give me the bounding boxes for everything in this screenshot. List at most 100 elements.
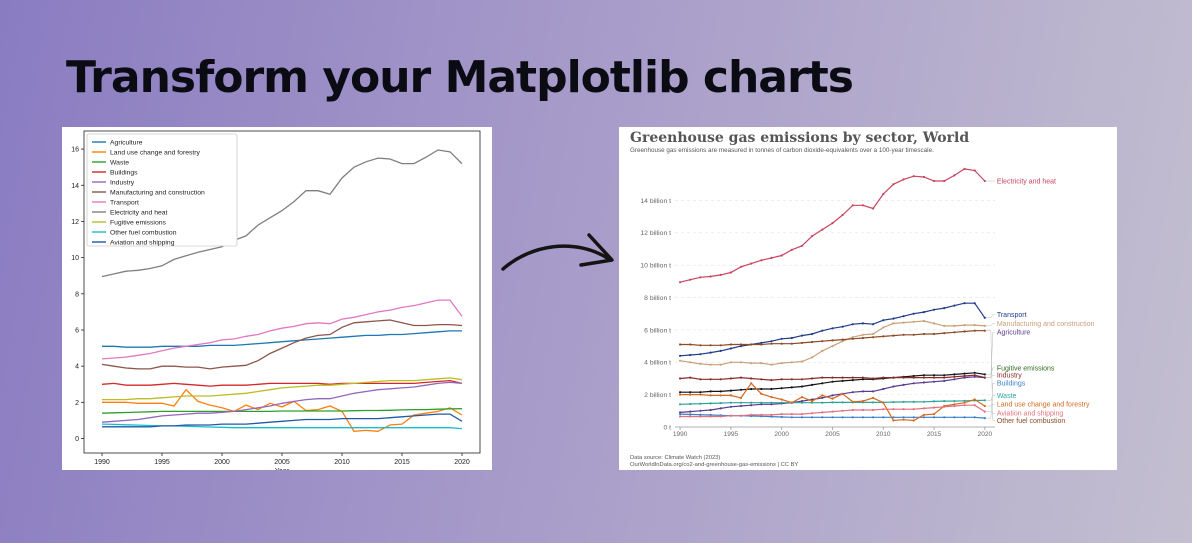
owid-point [790,248,793,251]
owid-point [963,374,966,378]
owid-point [760,387,763,391]
owid-point [882,376,885,379]
owid-point [943,379,946,382]
owid-point [750,262,753,265]
mpl-x-tick-label: 1990 [94,459,110,466]
owid-x-tick-label: 1995 [724,431,739,438]
owid-point [811,416,814,419]
owid-point [872,332,875,336]
owid-point [679,354,682,357]
owid-point [719,415,722,418]
owid-point [719,349,722,352]
owid-point [750,382,753,385]
owid-point [973,329,976,332]
owid-series-buildings [679,374,986,382]
owid-point [902,418,905,421]
owid-point [689,410,692,413]
owid-point [851,408,854,412]
owid-point [973,169,976,172]
owid-point [780,342,783,345]
owid-point [841,379,844,382]
owid-point [760,401,763,404]
owid-point [902,416,905,419]
mpl-line-buildings [101,379,463,387]
owid-point [811,332,814,336]
owid-point [953,404,956,408]
owid-point [800,360,804,363]
owid-point [892,401,895,404]
owid-point [983,399,986,402]
owid-point [821,394,824,397]
owid-point [780,415,783,419]
mpl-line-aviation-and-shipping [102,413,463,428]
owid-y-tick-label: 12 billion t [640,230,671,237]
owid-point [922,376,925,379]
owid-point [831,222,834,225]
owid-point [922,381,925,384]
owid-point [679,411,682,414]
mpl-legend-entry: Other fuel combustion [110,230,177,237]
mpl-legend-entry: Transport [110,200,139,207]
mpl-legend-entry: Fugitive emissions [110,220,167,227]
headline: Transform your Matplotlib charts [66,52,854,103]
owid-point [689,415,692,418]
owid-point [953,304,956,307]
owid-point [861,378,864,381]
owid-point [861,376,864,379]
owid-point [983,373,986,376]
owid-point [770,401,773,404]
owid-point [861,333,864,336]
owid-point [770,379,773,382]
owid-point [922,175,925,179]
owid-line [680,330,985,346]
owid-point [831,410,834,413]
owid-point [760,259,763,262]
owid-point [821,376,824,379]
matplotlib-chart-card: 1990 1995 2000 2005 2010 2015 2020 0 2 4 6 8 10 12 14 1… [62,127,492,470]
owid-point [963,167,966,170]
owid-point [679,343,682,346]
owid-point [811,400,814,403]
owid-point [841,401,844,404]
owid-point [912,320,915,323]
owid-series-manufacturing-and-construction [679,319,986,366]
owid-point [861,416,864,419]
owid-series-land-use-change-and-forestry [679,382,986,422]
owid-point [902,321,905,324]
owid-point [729,361,732,364]
mpl-x-tick-label: 2020 [454,459,470,466]
owid-point [719,407,722,410]
owid-point [872,207,875,210]
owid-end-label: Other fuel combustion [997,418,1066,425]
owid-point [831,394,834,397]
owid-point [811,340,814,344]
mpl-line-manufacturing-and-construction [101,319,463,370]
owid-point [709,363,712,366]
owid-point [831,345,834,348]
owid-point [750,362,753,365]
owid-point [780,398,783,401]
owid-point [790,336,793,340]
mpl-y-tick-label: 14 [71,183,79,190]
owid-series-waste [679,399,986,406]
owid-y-tick-label: 8 billion t [644,295,671,302]
owid-point [912,376,915,379]
owid-point [709,415,712,418]
owid-point [770,363,773,366]
owid-point [872,396,875,399]
owid-point [760,343,763,346]
owid-point [739,345,743,348]
owid-point [912,416,915,419]
owid-point [963,302,966,305]
mpl-legend-entry: Industry [110,180,135,187]
owid-point [719,363,722,366]
owid-point [811,398,814,401]
owid-point [943,376,946,379]
owid-point [912,175,915,178]
owid-point [902,400,905,403]
owid-point [851,391,854,394]
owid-point [790,401,793,404]
mpl-line-industry [101,381,463,423]
owid-point [861,204,864,207]
owid-point [821,401,824,404]
